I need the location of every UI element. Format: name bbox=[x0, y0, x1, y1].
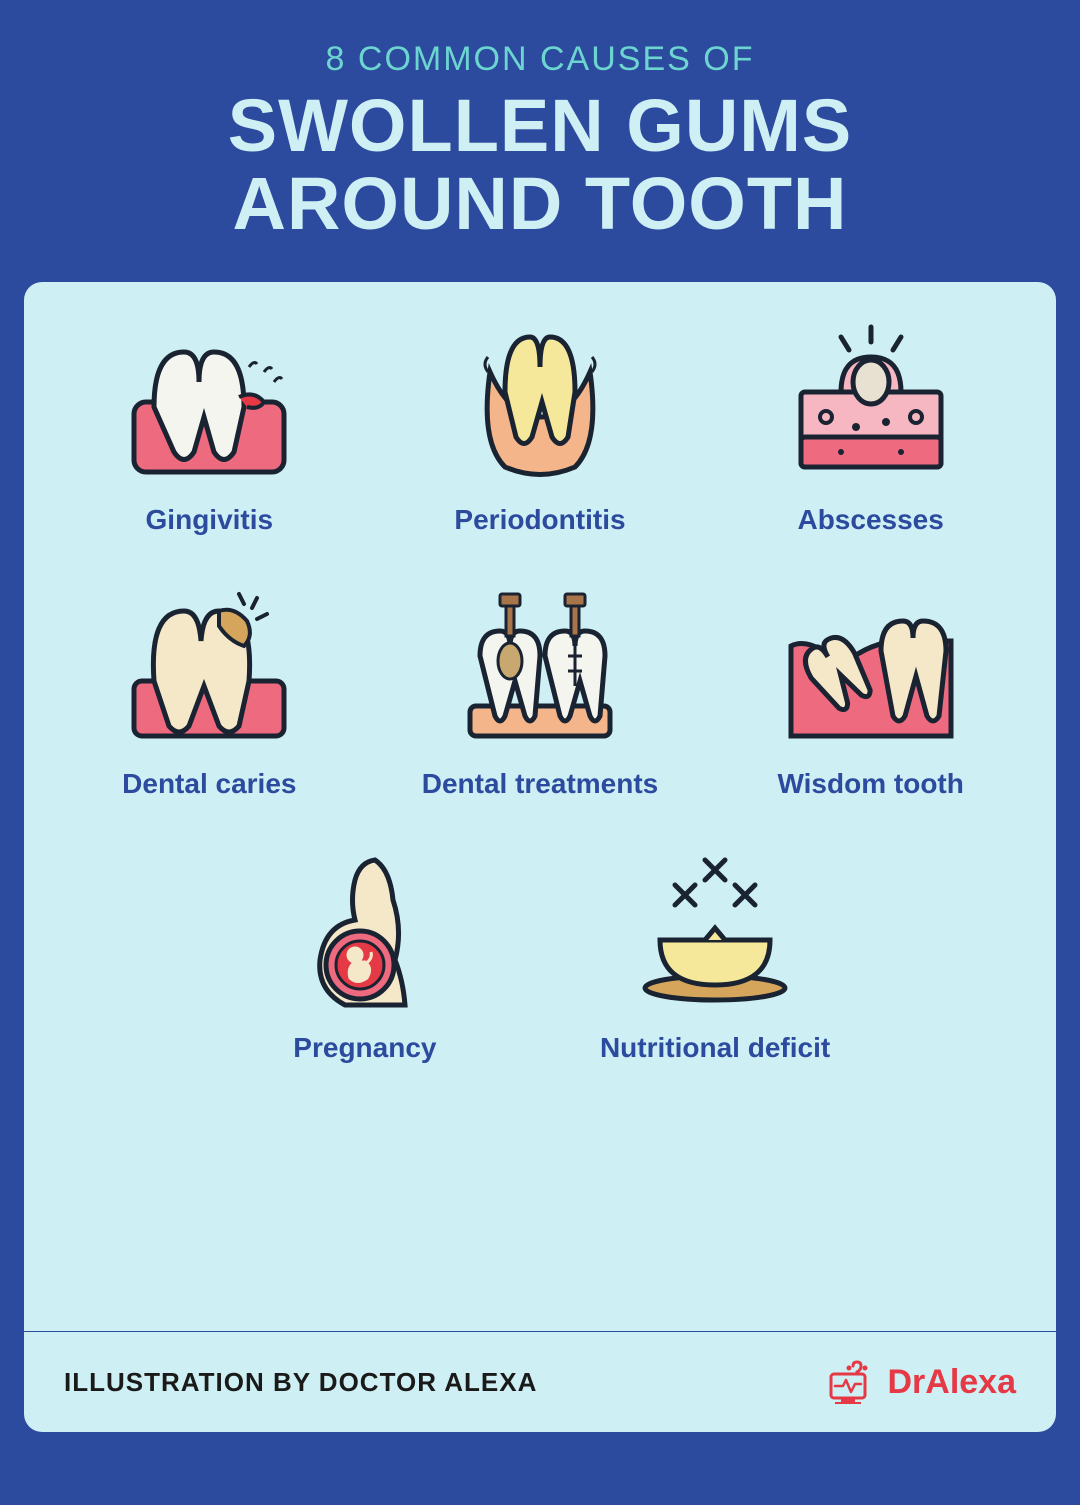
subtitle: 8 COMMON CAUSES OF bbox=[20, 40, 1060, 79]
caries-icon bbox=[119, 586, 299, 746]
header: 8 COMMON CAUSES OF SWOLLEN GUMS AROUND T… bbox=[0, 0, 1080, 272]
item-pregnancy: Pregnancy bbox=[275, 850, 455, 1064]
label-nutrition: Nutritional deficit bbox=[600, 1032, 830, 1064]
credit-text: ILLUSTRATION BY DOCTOR ALEXA bbox=[64, 1367, 537, 1398]
item-treatments: Dental treatments bbox=[422, 586, 659, 800]
brand-logo-icon bbox=[825, 1360, 875, 1404]
brand: DrAlexa bbox=[825, 1360, 1016, 1404]
wisdom-icon bbox=[781, 586, 961, 746]
label-pregnancy: Pregnancy bbox=[293, 1032, 436, 1064]
label-periodontitis: Periodontitis bbox=[454, 504, 625, 536]
periodontitis-icon bbox=[450, 322, 630, 482]
label-gingivitis: Gingivitis bbox=[146, 504, 274, 536]
item-abscesses: Abscesses bbox=[781, 322, 961, 536]
gingivitis-icon bbox=[119, 322, 299, 482]
content-panel: Gingivitis Periodontitis bbox=[24, 282, 1056, 1432]
label-caries: Dental caries bbox=[122, 768, 296, 800]
label-abscesses: Abscesses bbox=[797, 504, 943, 536]
nutrition-icon bbox=[625, 850, 805, 1010]
treatments-icon bbox=[450, 586, 630, 746]
brand-name: DrAlexa bbox=[887, 1363, 1016, 1402]
pregnancy-icon bbox=[275, 850, 455, 1010]
abscesses-icon bbox=[781, 322, 961, 482]
title-line-2: AROUND TOOTH bbox=[233, 162, 848, 245]
label-treatments: Dental treatments bbox=[422, 768, 659, 800]
label-wisdom: Wisdom tooth bbox=[777, 768, 963, 800]
item-nutrition: Nutritional deficit bbox=[600, 850, 830, 1064]
item-wisdom: Wisdom tooth bbox=[777, 586, 963, 800]
item-gingivitis: Gingivitis bbox=[119, 322, 299, 536]
footer: ILLUSTRATION BY DOCTOR ALEXA DrAlexa bbox=[24, 1331, 1056, 1432]
causes-grid: Gingivitis Periodontitis bbox=[54, 322, 1026, 1064]
item-periodontitis: Periodontitis bbox=[450, 322, 630, 536]
title: SWOLLEN GUMS AROUND TOOTH bbox=[20, 87, 1060, 242]
title-line-1: SWOLLEN GUMS bbox=[228, 84, 853, 167]
item-caries: Dental caries bbox=[119, 586, 299, 800]
